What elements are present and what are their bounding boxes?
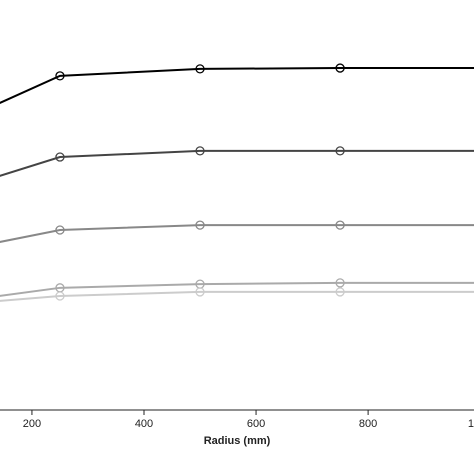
x-axis-title: Radius (mm) — [204, 435, 271, 447]
marker — [55, 71, 65, 81]
marker — [335, 63, 345, 73]
marker — [55, 291, 65, 301]
line — [0, 281, 474, 297]
marker — [195, 287, 205, 297]
x-tick-label: 400 — [135, 418, 153, 430]
marker — [55, 152, 65, 162]
x-tick-label: 200 — [23, 418, 41, 430]
line — [0, 290, 474, 302]
marker — [335, 146, 345, 156]
marker — [195, 220, 205, 230]
marker — [195, 146, 205, 156]
x-tick-label: 1000 — [468, 418, 474, 430]
line — [0, 224, 474, 243]
marker — [335, 220, 345, 230]
line — [0, 149, 474, 177]
x-tick-label: 800 — [359, 418, 377, 430]
line — [0, 67, 474, 104]
marker — [335, 278, 345, 288]
marker — [195, 64, 205, 74]
marker — [55, 225, 65, 235]
x-tick-label: 600 — [247, 418, 265, 430]
marker — [335, 287, 345, 297]
